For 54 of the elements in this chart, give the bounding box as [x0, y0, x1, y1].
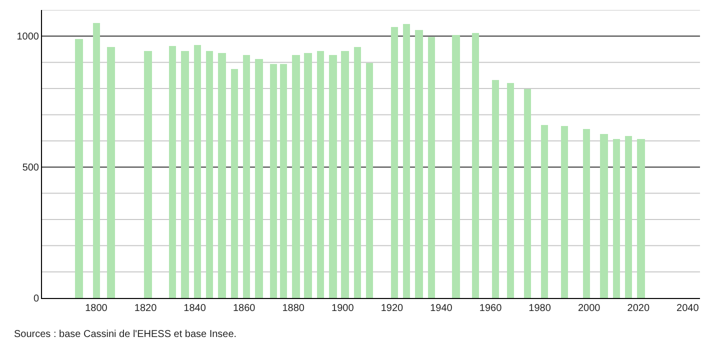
- bar: [194, 45, 201, 298]
- bar: [583, 129, 590, 298]
- x-tick-label: 1840: [184, 303, 206, 314]
- bar: [524, 89, 531, 298]
- x-tick-label: 1900: [332, 303, 354, 314]
- bar: [366, 63, 373, 298]
- bar: [304, 53, 312, 298]
- bar: [492, 80, 499, 298]
- source-note: Sources : base Cassini de l'EHESS et base Insee.: [14, 329, 237, 340]
- bar: [561, 126, 568, 298]
- bar: [541, 125, 548, 298]
- x-tick-label: 1980: [528, 303, 552, 314]
- x-tick-label: 2020: [627, 303, 650, 314]
- bar: [169, 46, 176, 298]
- x-tick-label: 1880: [282, 303, 305, 314]
- bar: [415, 30, 423, 298]
- y-tick-label: 500: [22, 162, 40, 174]
- bar: [206, 51, 213, 298]
- bar: [625, 136, 632, 298]
- y-tick-label: 0: [33, 294, 40, 304]
- bar: [391, 27, 398, 298]
- x-tick-label: 1920: [380, 303, 404, 314]
- bar: [231, 69, 238, 298]
- bar: [329, 55, 337, 298]
- bar: [144, 51, 152, 298]
- x-tick-label: 1800: [85, 303, 108, 314]
- bar: [255, 59, 263, 298]
- x-tick-label: 1820: [134, 303, 158, 314]
- bar: [637, 139, 645, 298]
- x-tick-label: 1860: [232, 303, 256, 314]
- bar: [354, 47, 361, 298]
- bar: [243, 55, 250, 298]
- bar: [317, 51, 324, 298]
- bar: [613, 139, 620, 298]
- bar: [507, 83, 514, 298]
- bar: [472, 33, 479, 298]
- x-tick-label: 1940: [430, 303, 453, 314]
- x-tick-label: 2000: [578, 303, 601, 314]
- bar: [270, 64, 277, 298]
- bar: [280, 64, 287, 298]
- bar: [428, 37, 435, 298]
- x-tick-label: 2040: [676, 303, 700, 314]
- bar: [341, 51, 349, 298]
- bar: [292, 55, 300, 298]
- bar: [93, 23, 100, 298]
- bar: [403, 24, 410, 298]
- bar: [75, 39, 83, 298]
- y-tick-label: 1000: [16, 32, 40, 43]
- x-tick-label: 1960: [479, 303, 502, 314]
- bar: [181, 51, 189, 298]
- bar: [452, 35, 460, 298]
- bar: [218, 53, 226, 298]
- bar: [600, 134, 608, 298]
- bar: [107, 47, 115, 298]
